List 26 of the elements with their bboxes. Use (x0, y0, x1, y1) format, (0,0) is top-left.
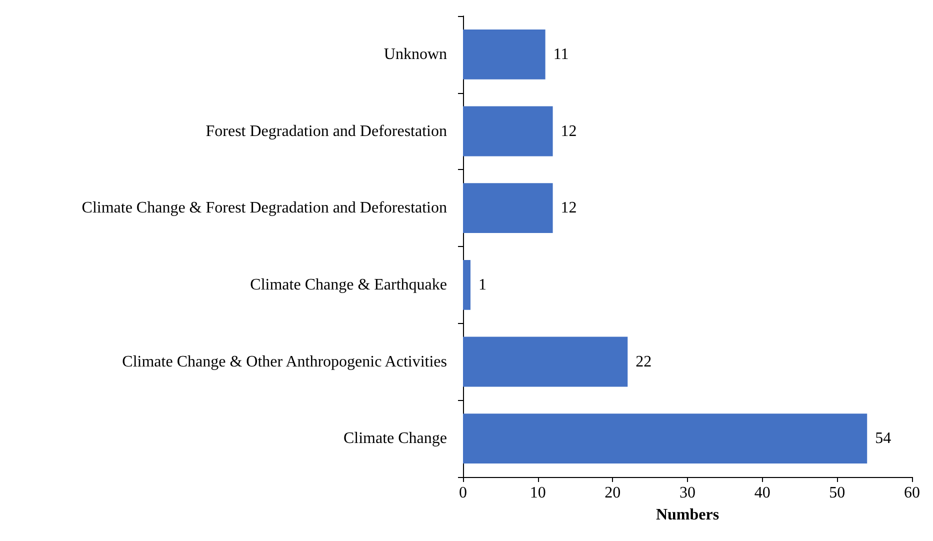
y-tick-label: Climate Change & Other Anthropogenic Activities (122, 353, 447, 370)
x-tick-label: 10 (530, 484, 546, 502)
data-label: 12 (560, 200, 577, 217)
y-tick-label: Climate Change & Forest Degradation and Deforestation (82, 200, 447, 217)
y-tick-label: Forest Degradation and Deforestation (206, 122, 447, 140)
x-tick-label: 0 (459, 484, 467, 502)
x-axis-title: Numbers (656, 506, 720, 524)
data-label: 1 (478, 276, 486, 294)
data-label: 11 (553, 46, 569, 63)
x-tick-label: 40 (754, 484, 770, 502)
y-tick-label: Climate Change (343, 430, 447, 448)
data-label: 22 (636, 353, 652, 370)
data-label: 54 (875, 430, 892, 448)
bar (463, 414, 868, 464)
x-tick-label: 20 (604, 484, 621, 502)
y-tick-label: Unknown (384, 46, 447, 63)
bar (463, 260, 470, 310)
x-tick-label: 60 (904, 484, 920, 502)
x-tick-label: 30 (680, 484, 696, 502)
bar (463, 106, 553, 156)
y-tick-label: Climate Change & Earthquake (250, 276, 447, 294)
x-tick-label: 50 (829, 484, 846, 502)
bar (463, 29, 546, 80)
bar (463, 183, 553, 234)
data-label: 12 (560, 122, 577, 140)
bar (463, 336, 628, 387)
